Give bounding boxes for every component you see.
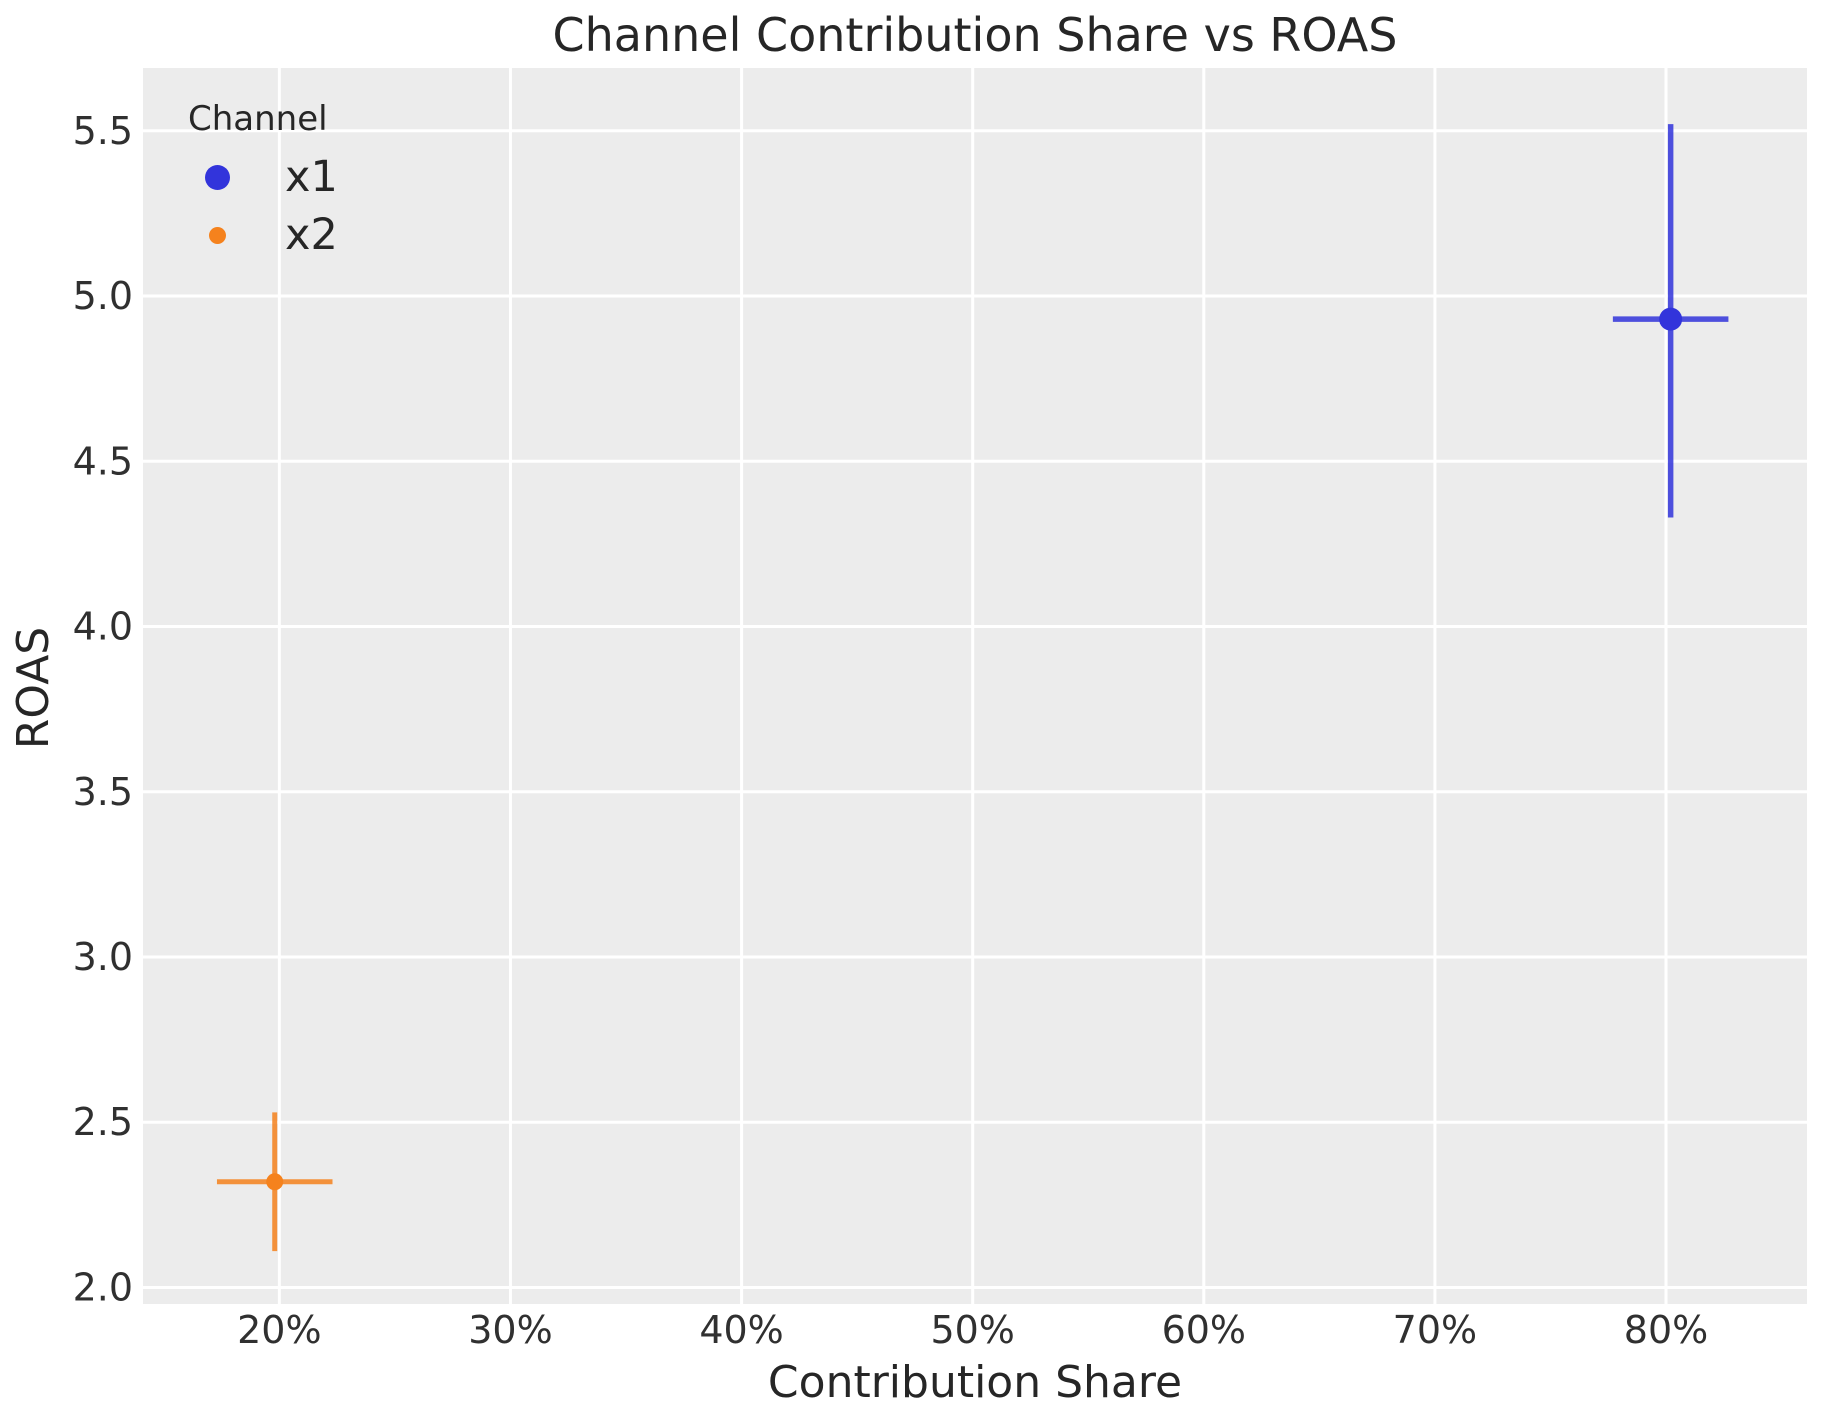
plot-area — [143, 68, 1807, 1304]
legend-marker-box — [204, 164, 230, 190]
legend-items: x1 x2 — [183, 148, 338, 264]
x-tick-label: 70% — [1393, 1308, 1477, 1352]
data-point-x1 — [1659, 307, 1683, 331]
legend-label: x2 — [285, 210, 338, 260]
x-tick-label: 20% — [237, 1308, 321, 1352]
y-tick-label: 2.0 — [73, 1265, 133, 1309]
y-axis-label: ROAS — [8, 626, 59, 750]
y-tick-label: 4.5 — [73, 439, 133, 483]
y-tick-label: 4.0 — [73, 605, 133, 649]
y-tick-label: 5.0 — [73, 274, 133, 318]
legend-label: x1 — [285, 152, 338, 202]
y-tick-label: 5.5 — [73, 109, 133, 153]
x-tick-label: 30% — [468, 1308, 552, 1352]
data-point-x2 — [266, 1173, 284, 1191]
legend-marker-icon — [208, 226, 226, 244]
x-tick-label: 40% — [699, 1308, 783, 1352]
legend: Channel x1 x2 — [183, 95, 338, 264]
x-tick-label: 80% — [1624, 1308, 1708, 1352]
legend-title: Channel — [188, 99, 328, 139]
legend-marker-icon — [204, 164, 230, 190]
legend-marker-box — [204, 222, 230, 248]
legend-item-x2: x2 — [183, 206, 338, 264]
legend-item-x1: x1 — [183, 148, 338, 206]
chart-title: Channel Contribution Share vs ROAS — [552, 8, 1398, 62]
y-tick-label: 2.5 — [73, 1100, 133, 1144]
x-tick-label: 50% — [930, 1308, 1014, 1352]
y-tick-label: 3.0 — [73, 935, 133, 979]
x-tick-label: 60% — [1162, 1308, 1246, 1352]
x-axis-label: Contribution Share — [767, 1357, 1183, 1408]
y-tick-label: 3.5 — [73, 770, 133, 814]
